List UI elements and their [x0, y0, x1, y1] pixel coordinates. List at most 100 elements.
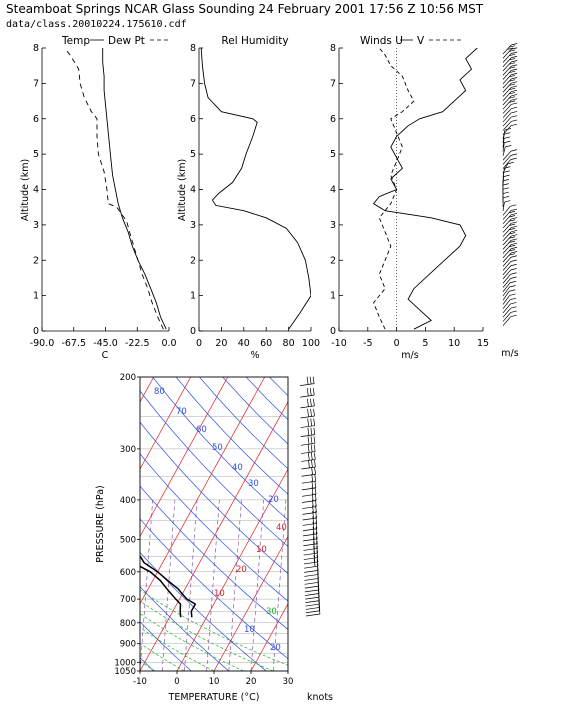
isopleth-label: 10 [214, 589, 225, 599]
skewt-wind-barb-flag [312, 531, 315, 540]
skewt-wind-barb [301, 487, 316, 491]
skewt-wind-barb-flag [317, 590, 320, 598]
isobars [140, 416, 288, 663]
wind-barb [502, 210, 512, 220]
y-tick-label: 8 [190, 43, 196, 54]
y-tick-label: 4 [330, 185, 336, 196]
skewt-wind-barb-flag [313, 418, 316, 426]
x-tick-label: 0 [394, 338, 400, 349]
wind-barb [502, 53, 512, 63]
isotherm-line [140, 377, 192, 470]
skewt-wind-barb-flag [317, 571, 319, 579]
skewt-wind-barb-flag [312, 505, 314, 513]
skewt-wind-barb-flag [316, 546, 318, 554]
wind-barb-flag [509, 53, 516, 57]
wind-barb-flag [510, 153, 518, 156]
wind-barb-flag [511, 102, 518, 105]
skewt-wind-barb [303, 557, 318, 560]
skewt-wind-barb [304, 565, 319, 569]
wind-barb [502, 307, 511, 318]
wind-barb [502, 227, 512, 237]
wind-barb [502, 312, 512, 322]
y-tick-label: 5 [190, 149, 196, 160]
wind-barb-flag [507, 162, 514, 165]
x-tick-label: -67.5 [61, 338, 86, 349]
isotherm-line [176, 468, 288, 671]
moist-adiabat-line [140, 589, 288, 666]
isotherm-line [0, 377, 43, 671]
isotherm-line [0, 377, 80, 671]
isopleth-label: 10 [256, 545, 267, 555]
wind-barb [502, 235, 512, 246]
y-tick-label: 8 [330, 43, 336, 54]
wind-barb-flag [510, 94, 518, 97]
skewt-wind-barb-flag [313, 398, 315, 406]
wind-barb [502, 299, 511, 309]
skewt-wind-barb-flag [307, 408, 309, 417]
wind-barb-flag [511, 119, 518, 122]
dry-adiabat-line [140, 551, 267, 671]
skewt-wind-barb [301, 480, 316, 484]
wind-barb-flag [511, 246, 518, 250]
wind-barb-flag [508, 92, 516, 95]
temperature-tick-label: -10 [133, 677, 147, 687]
wind-barb-flag [511, 106, 518, 110]
temperature-tick-label: 30 [283, 677, 294, 687]
x-tick-label: 100 [302, 338, 320, 349]
moist-adiabats [140, 589, 288, 671]
isopleth-label: 30 [266, 607, 277, 617]
skewt-wind-barb-flag [313, 536, 315, 545]
skewt-wind-barb-flag [311, 487, 314, 495]
isotherm-line [0, 377, 6, 671]
wind-barb-flag [510, 149, 518, 152]
wind-barb [502, 95, 512, 106]
wind-barb [502, 295, 510, 305]
temperature-tick-label: 0 [174, 677, 179, 687]
dry-adiabat-line [386, 377, 566, 671]
dry-adiabat-line [245, 377, 288, 421]
isopleth-labels: 0.1 80 70 60 50 40 30 20 10 20 10 10 20 40 30 [154, 377, 287, 653]
v-wind-line [373, 48, 415, 330]
wind-barb [502, 116, 512, 127]
winds-panel: Winds U V 0 1 2 3 4 5 6 7 8 -10 -5 0 5 10 15 m/s m/s [330, 35, 519, 361]
wind-barb-flag [509, 236, 516, 239]
skewt-wind-barb [300, 405, 315, 409]
skewt-wind-barb-flag [311, 493, 314, 501]
wind-barb-flag [511, 64, 518, 67]
skewt-wind-barb [305, 600, 320, 603]
wind-barb [502, 155, 512, 165]
dry-adiabat-line [222, 377, 288, 445]
wind-barb [502, 108, 512, 118]
wind-barb [502, 168, 505, 178]
isotherms [0, 377, 487, 671]
wind-barb [502, 159, 511, 169]
y-tick-label: 0 [330, 326, 336, 337]
wind-barb-flag [511, 225, 518, 228]
skewt-wind-barb-flag [315, 510, 317, 519]
skewt-wind-barb [301, 473, 316, 477]
mixing-ratio-line [206, 499, 220, 671]
skewt-wind-barb-flag [311, 459, 313, 468]
skewt-wind-barb-flag [313, 408, 315, 417]
isotherm-line [325, 377, 487, 671]
wind-barb-flag [511, 221, 518, 224]
wind-barb [502, 78, 512, 89]
skewt-wind-barb-flag [315, 526, 318, 534]
skewt-wind-barb [300, 425, 315, 428]
skewt-wind-barb-flag [312, 521, 315, 530]
dry-adiabat-line [140, 390, 288, 547]
rh-y-axis-label: Altitude (km) [177, 159, 188, 221]
barbs-units-label: m/s [501, 348, 518, 359]
wind-barb [502, 240, 512, 250]
wind-barb [502, 99, 512, 110]
wind-barb [502, 223, 512, 233]
wind-barb-flag [509, 232, 516, 235]
skewt-wind-barb-flag [311, 480, 314, 489]
skewt-wind-barb-flag [314, 480, 317, 488]
y-tick-label: 2 [190, 255, 196, 266]
rh-x-axis-label: % [250, 350, 259, 361]
skewt-wind-barb-flag [317, 586, 320, 594]
wind-barb-flag [509, 219, 516, 222]
skewt-wind-barb-flag [311, 499, 314, 507]
wind-barb [502, 125, 512, 135]
